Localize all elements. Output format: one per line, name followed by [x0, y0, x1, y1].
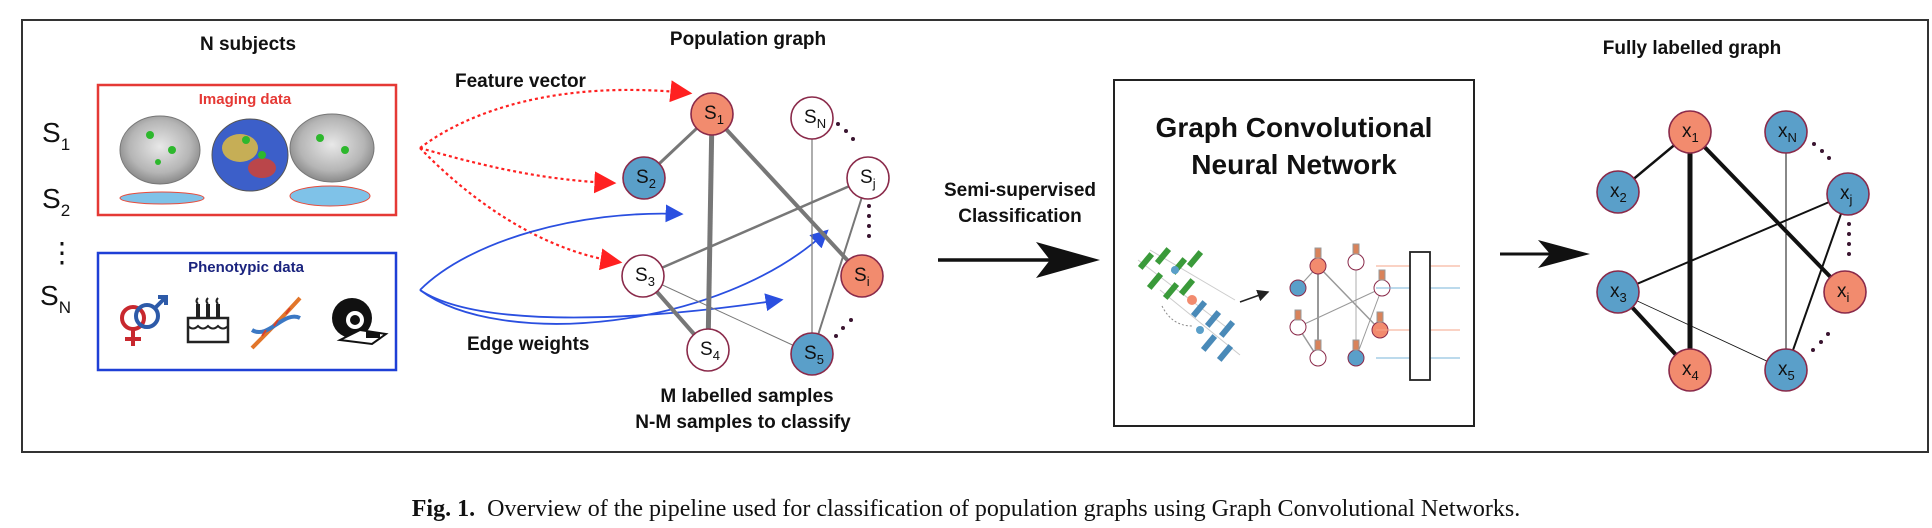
gender-icon — [120, 295, 168, 346]
result-node-x3 — [1596, 270, 1640, 314]
semi-supervised-label-line1: Semi-supervised — [944, 180, 1096, 201]
population-graph-nodes: S1 S2 S3 S4 S5 SN Sj Si — [621, 92, 890, 376]
population-node-label-s2: S2 — [636, 167, 656, 191]
svg-text:Fig. 1. Overview of the: Fig. 1. Overview of the pipeline used fo… — [412, 496, 1520, 522]
result-graph-edges — [1616, 130, 1849, 372]
gcn-title-line2: Neural Network — [1191, 149, 1397, 180]
svg-text:S2: S2 — [42, 183, 70, 220]
brain-image-1 — [119, 115, 205, 205]
subject-s1-label: S1 — [42, 117, 70, 154]
samples-to-classify-note: N-M samples to classify — [635, 412, 851, 433]
semi-supervised-label-line2: Classification — [958, 206, 1082, 227]
svg-text:S1: S1 — [42, 117, 70, 154]
result-node-xj — [1826, 172, 1870, 216]
result-node-label-x1: x1 — [1682, 121, 1699, 145]
result-node-label-xj: xj — [1840, 183, 1853, 207]
result-node-label-xi: xi — [1837, 281, 1850, 305]
birthday-cake-icon — [186, 297, 230, 344]
caption-label: Fig. 1. — [412, 496, 475, 522]
labelled-samples-note: M labelled samples — [660, 386, 833, 407]
gcn-title-line1: Graph Convolutional — [1156, 112, 1433, 143]
population-node-label-s5: S5 — [804, 343, 824, 367]
brain-image-2 — [211, 118, 289, 192]
population-node-label-s3: S3 — [635, 265, 655, 289]
heading-population-graph: Population graph — [670, 29, 826, 50]
population-node-s2 — [622, 156, 666, 200]
imaging-data-title: Imaging data — [199, 91, 292, 108]
result-node-label-x5: x5 — [1778, 359, 1795, 383]
population-node-label-sn: SN — [804, 107, 826, 131]
result-node-x5 — [1764, 348, 1808, 392]
gcn-output-layer — [1376, 251, 1460, 381]
semi-supervised-arrow — [938, 242, 1100, 278]
subject-ellipsis: ⋮ — [48, 237, 76, 268]
result-graph-nodes: x1 x2 x3 x4 x5 xN xj xi — [1596, 110, 1870, 392]
edge-weights-arrows — [419, 204, 829, 325]
population-node-s4 — [686, 328, 730, 372]
population-graph-edges — [641, 112, 869, 355]
subject-s2-label: S2 — [42, 183, 70, 220]
population-node-s5 — [790, 332, 834, 376]
result-node-x1 — [1668, 110, 1712, 154]
phenotypic-data-box: Phenotypic data — [96, 251, 398, 372]
result-node-label-xn: xN — [1778, 121, 1797, 145]
svg-text:SN: SN — [40, 280, 71, 317]
population-node-sj — [846, 156, 890, 200]
dna-icon — [250, 296, 302, 350]
figure-caption: Fig. 1. Overview of the pipeline used fo… — [412, 496, 1520, 522]
result-node-x2 — [1596, 170, 1640, 214]
gcn-box: Graph Convolutional Neural Network — [1113, 79, 1475, 427]
subject-sn-label: SN — [40, 280, 71, 317]
result-node-label-x4: x4 — [1682, 359, 1699, 383]
heading-fully-labelled: Fully labelled graph — [1603, 38, 1781, 59]
edge-weights-label: Edge weights — [467, 334, 589, 355]
mri-scanner-icon — [332, 298, 389, 346]
result-node-label-x2: x2 — [1610, 181, 1627, 205]
feature-vector-label: Feature vector — [455, 71, 587, 92]
population-node-label-s4: S4 — [700, 339, 720, 363]
heading-subjects: N subjects — [200, 34, 296, 55]
phenotypic-data-title: Phenotypic data — [188, 259, 305, 276]
feature-vector-arrows — [419, 80, 693, 271]
result-node-label-x3: x3 — [1610, 281, 1627, 305]
population-node-sn — [790, 96, 834, 140]
population-graph-dots — [834, 122, 871, 338]
result-node-xi — [1823, 270, 1867, 314]
population-node-label-s1: S1 — [704, 103, 724, 127]
population-node-s1 — [690, 92, 734, 136]
outer-frame — [21, 19, 1929, 453]
result-node-x4 — [1668, 348, 1712, 392]
gcn-mini-graph — [1289, 243, 1391, 367]
population-node-label-sj: Sj — [860, 167, 876, 191]
caption-text: Overview of the pipeline used for classi… — [487, 496, 1520, 522]
gcn-conv-illustration — [1137, 247, 1270, 362]
population-node-si — [840, 254, 884, 298]
output-arrow — [1500, 240, 1590, 268]
result-node-xn — [1764, 110, 1808, 154]
result-graph-dots — [1811, 142, 1851, 352]
imaging-data-box: Imaging data — [96, 83, 398, 217]
population-node-s3 — [621, 254, 665, 298]
brain-image-3 — [289, 113, 375, 207]
population-node-label-si: Si — [854, 265, 870, 289]
